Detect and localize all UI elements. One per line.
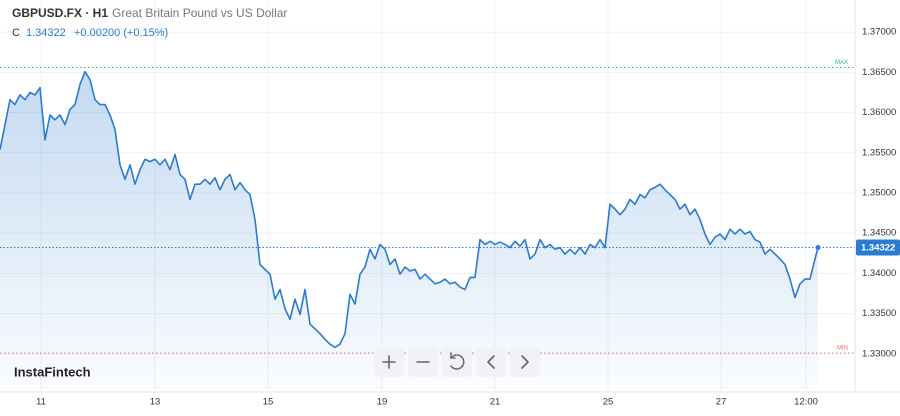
y-tick-label: 1.34500 bbox=[862, 228, 896, 239]
y-tick-label: 1.34000 bbox=[862, 268, 896, 279]
change-value: +0.00200 (+0.15%) bbox=[74, 27, 168, 39]
zoom-in-icon bbox=[382, 355, 396, 369]
x-tick-label: 11 bbox=[36, 397, 46, 408]
last-price-label: 1.34322 bbox=[861, 243, 895, 254]
close-prefix: C bbox=[12, 27, 20, 39]
toolbar bbox=[374, 347, 540, 377]
symbol-subtitle: Great Britain Pound vs US Dollar bbox=[112, 6, 287, 20]
close-value: 1.34322 bbox=[26, 27, 66, 39]
price-area bbox=[0, 71, 818, 390]
x-tick-label: 19 bbox=[377, 397, 388, 408]
max-line-label: MAX bbox=[835, 60, 848, 66]
brand-logo: InstaFintech bbox=[14, 364, 91, 379]
min-line-label: MIN bbox=[837, 346, 848, 352]
scroll-left-icon bbox=[487, 355, 495, 369]
reset-icon bbox=[450, 352, 465, 370]
scroll-right-button[interactable] bbox=[510, 347, 540, 377]
reset-button[interactable] bbox=[442, 347, 472, 377]
x-tick-label: 15 bbox=[263, 397, 274, 408]
y-tick-label: 1.33500 bbox=[862, 308, 896, 319]
symbol-title: GBPUSD.FX · H1 bbox=[12, 6, 108, 20]
x-tick-label: 27 bbox=[716, 397, 727, 408]
scroll-left-button[interactable] bbox=[476, 347, 506, 377]
x-tick-label: 12:00 bbox=[794, 397, 818, 408]
last-price-badge bbox=[856, 239, 900, 256]
last-point bbox=[815, 245, 821, 251]
y-tick-label: 1.37000 bbox=[862, 27, 896, 38]
y-tick-label: 1.35500 bbox=[862, 147, 896, 158]
y-tick-label: 1.36500 bbox=[862, 67, 896, 78]
x-tick-label: 21 bbox=[490, 397, 501, 408]
x-tick-label: 13 bbox=[150, 397, 161, 408]
price-line bbox=[0, 70, 819, 349]
y-tick-label: 1.35000 bbox=[862, 188, 896, 199]
x-tick-label: 25 bbox=[603, 397, 614, 408]
y-tick-label: 1.33000 bbox=[862, 348, 896, 359]
y-tick-label: 1.36000 bbox=[862, 107, 896, 118]
scroll-right-icon bbox=[521, 355, 529, 369]
